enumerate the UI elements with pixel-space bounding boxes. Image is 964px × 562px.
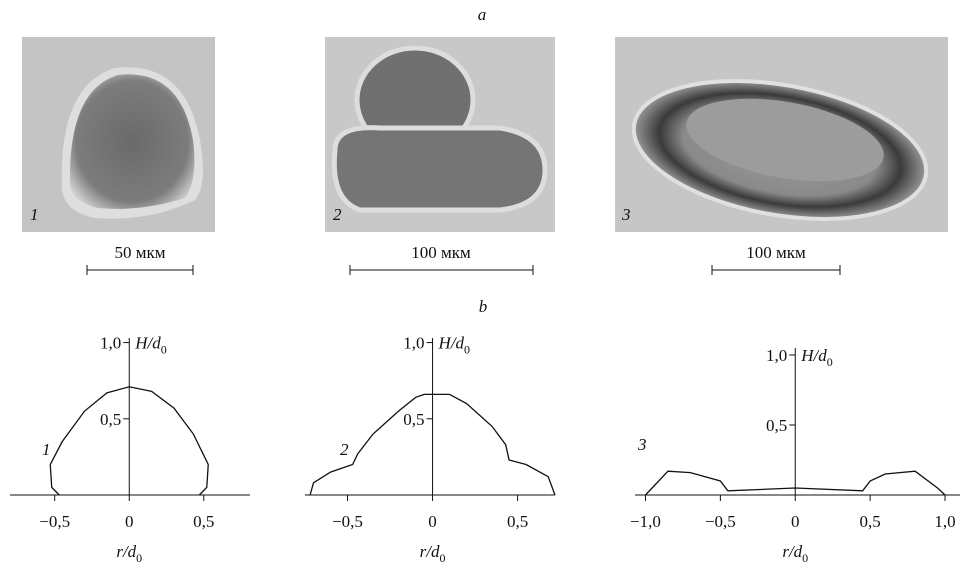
x-tick-label: 1,0 [934,512,955,531]
photo-label: 1 [30,205,39,224]
curve-label: 2 [340,440,349,459]
scale-bar-label: 50 мкм [114,243,165,262]
part-label: a [478,5,487,24]
x-axis-label: r/d0 [116,542,142,562]
x-tick-label: 0,5 [507,512,528,531]
part-label: b [479,297,488,316]
x-axis-label-sub: 0 [136,551,142,562]
x-tick-label: −0,5 [39,512,70,531]
y-tick-label: 1,0 [100,334,121,353]
y-axis-label-main: H/d [800,346,827,365]
x-axis-label-main: r/d [782,542,802,561]
figure: a 1 50 мкм 2 100 мкм 3 100 мкм b −0,5 0 0,… [0,0,964,562]
x-tick-label: 0,5 [193,512,214,531]
y-axis-label: H/d0 [134,334,167,357]
x-axis-label-sub: 0 [802,551,808,562]
scale-bar-label: 100 мкм [411,243,471,262]
x-axis-label-main: r/d [116,542,136,561]
photo: 2 [325,37,555,232]
photo-label: 2 [333,205,342,224]
y-tick-label: 0,5 [766,416,787,435]
y-tick-label: 0,5 [403,410,424,429]
scale-bar-label: 100 мкм [746,243,806,262]
y-axis-label: H/d0 [800,346,833,369]
photo-label: 3 [621,205,631,224]
x-tick-label: 0 [791,512,800,531]
photo: 1 [22,37,215,232]
curve-label: 1 [42,440,51,459]
x-tick-label: −0,5 [705,512,736,531]
y-axis-label: H/d0 [438,334,471,357]
y-tick-label: 1,0 [766,346,787,365]
y-tick-label: 1,0 [403,334,424,353]
y-axis-label-sub: 0 [827,355,833,369]
y-axis-label-sub: 0 [161,343,167,357]
curve-label: 3 [637,435,647,454]
x-axis-label: r/d0 [420,542,446,562]
x-axis-label: r/d0 [782,542,808,562]
photo: 3 [615,37,948,240]
x-tick-label: −1,0 [630,512,661,531]
y-axis-label-main: H/d [438,334,465,353]
x-tick-label: 0 [125,512,134,531]
y-axis-label-sub: 0 [464,343,470,357]
x-tick-label: −0,5 [332,512,363,531]
x-tick-label: 0,5 [860,512,881,531]
x-tick-label: 0 [428,512,437,531]
x-axis-label-main: r/d [420,542,440,561]
y-tick-label: 0,5 [100,410,121,429]
x-axis-label-sub: 0 [439,551,445,562]
y-axis-label-main: H/d [134,334,161,353]
figure-svg: a 1 50 мкм 2 100 мкм 3 100 мкм b −0,5 0 0,… [0,0,964,562]
